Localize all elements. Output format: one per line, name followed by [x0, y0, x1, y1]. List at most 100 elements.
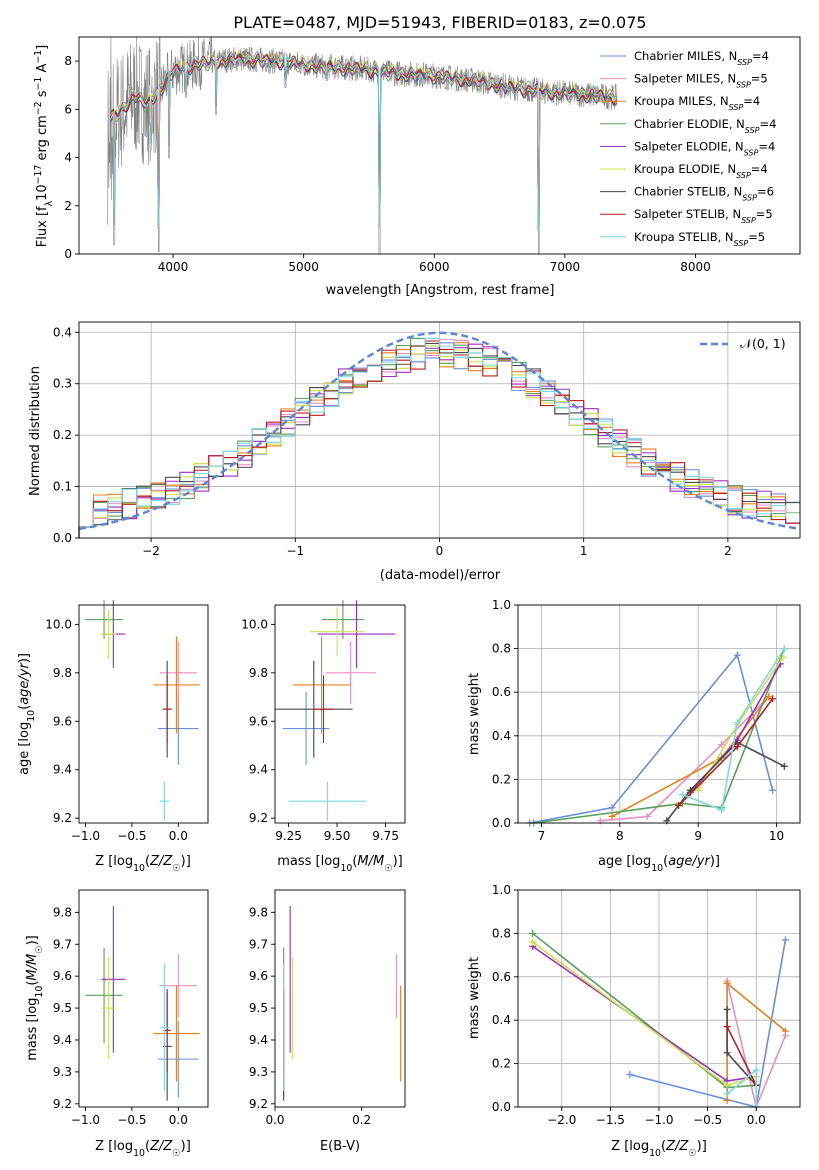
weight-marker [780, 762, 788, 770]
y-tick-label: 9.6 [249, 969, 268, 983]
weight-marker [733, 719, 741, 727]
y-tick-label: 9.6 [249, 714, 268, 728]
legend-label: 𝒩(0, 1) [740, 336, 786, 351]
y-tick-label: 0.2 [492, 772, 511, 786]
weight-marker [723, 1096, 731, 1104]
y-tick-label: 0.8 [492, 642, 511, 656]
x-axis-label: E(B-V) [320, 1139, 360, 1154]
x-tick-label: 6000 [419, 260, 450, 274]
y-tick-label: 9.5 [53, 1001, 72, 1015]
x-axis-label: (data-model)/error [380, 568, 501, 583]
errorbar-plot [85, 905, 200, 1101]
x-tick-label: −1.0 [71, 829, 100, 843]
x-tick-label: 0.2 [352, 1113, 371, 1127]
histogram-step [78, 338, 800, 538]
weight-marker [780, 645, 788, 653]
data-layer [78, 37, 801, 1111]
y-tick-label: 9.2 [249, 811, 268, 825]
weight-marker [608, 804, 616, 812]
weight-marker [723, 1081, 731, 1089]
y-axis-label: mass weight [467, 673, 482, 755]
x-axis-label: age [log10(age/yr)] [598, 854, 720, 874]
weight-marker [718, 741, 726, 749]
y-tick-label: 0.2 [53, 428, 72, 442]
y-tick-label: 9.8 [249, 905, 268, 919]
weight-line [533, 648, 786, 824]
errorbar-plot [283, 905, 402, 1101]
y-tick-label: 9.2 [53, 1097, 72, 1111]
errorbar-plot [85, 600, 200, 821]
legend-label: Salpeter STELIB, NSSP=5 [634, 207, 773, 225]
y-tick-label: 9.6 [53, 714, 72, 728]
legend-label: Chabrier ELODIE, NSSP=4 [634, 117, 776, 135]
y-tick-label: 0.0 [492, 1100, 511, 1114]
x-tick-label: 1 [580, 544, 588, 558]
frame-layer [75, 36, 801, 1111]
y-tick-label: 2 [64, 199, 72, 213]
x-tick-label: 9.75 [372, 829, 399, 843]
spectrum-plot [107, 37, 618, 254]
y-tick-label: 10.0 [45, 617, 72, 631]
axes-frame [78, 604, 209, 824]
axes-frame [274, 889, 406, 1108]
normal-curve [78, 331, 801, 531]
x-axis-label: Z [log10(Z/Z☉)] [95, 1139, 191, 1159]
x-tick-label: 0.0 [169, 1113, 188, 1127]
errorbar-plot [275, 600, 396, 821]
legend-label: Salpeter MILES, NSSP=5 [634, 72, 768, 90]
weight-marker [769, 695, 777, 703]
y-axis-label: age [log10(age/yr)] [17, 653, 37, 775]
y-tick-label: 9.5 [249, 1001, 268, 1015]
spectrum-model-line [109, 52, 617, 230]
x-tick-label: 0 [436, 544, 444, 558]
spectrum-model-line [109, 53, 618, 230]
x-tick-label: 2 [724, 544, 732, 558]
y-tick-label: 1.0 [492, 598, 511, 612]
y-axis-label: Normed distribution [28, 366, 43, 496]
x-tick-label: −1.5 [596, 1113, 625, 1127]
axes-frame [274, 604, 406, 824]
weight-marker [723, 1090, 731, 1098]
weight-marker [779, 653, 787, 661]
x-axis-label: Z [log10(Z/Z☉)] [95, 854, 191, 874]
x-tick-label: −1 [286, 544, 304, 558]
x-tick-label: −1.0 [71, 1113, 100, 1127]
spectrum-model-line [109, 50, 618, 230]
y-tick-label: 0.8 [492, 926, 511, 940]
weight-marker [718, 806, 726, 814]
weight-marker [733, 743, 741, 751]
y-tick-label: 9.3 [249, 1065, 268, 1079]
y-tick-label: 9.8 [53, 905, 72, 919]
y-tick-label: 0.4 [492, 1013, 511, 1027]
x-tick-label: 0.0 [265, 1113, 284, 1127]
x-tick-label: −0.5 [117, 1113, 146, 1127]
x-tick-label: 8 [616, 829, 624, 843]
x-tick-label: −0.5 [693, 1113, 722, 1127]
legend-label: Kroupa STELIB, NSSP=5 [634, 230, 765, 248]
axes-frame [78, 36, 801, 255]
weight-marker [733, 651, 741, 659]
weight-line [726, 1026, 757, 1086]
y-tick-label: 1.0 [492, 883, 511, 897]
y-tick-label: 0.6 [492, 685, 511, 699]
y-tick-label: 9.8 [249, 666, 268, 680]
weight-line [600, 696, 770, 822]
y-tick-label: 4 [64, 151, 72, 165]
weight-marker [765, 693, 773, 701]
y-axis-label: Flux [fλ10−17 erg cm−2 s−1 A−1] [33, 45, 55, 247]
x-tick-label: 9.50 [324, 829, 351, 843]
x-tick-label: −0.5 [117, 829, 146, 843]
weight-marker [626, 1070, 634, 1078]
y-tick-label: 8 [64, 54, 72, 68]
x-tick-label: 4000 [158, 260, 189, 274]
x-tick-label: 7 [538, 829, 546, 843]
page-title: PLATE=0487, MJD=51943, FIBERID=0183, z=0… [233, 13, 646, 32]
x-tick-label: 7000 [550, 260, 581, 274]
y-tick-label: 9.8 [53, 666, 72, 680]
weight-marker [529, 938, 537, 946]
y-tick-label: 0.0 [492, 816, 511, 830]
weight-marker [723, 979, 731, 987]
y-tick-label: 0.2 [492, 1057, 511, 1071]
